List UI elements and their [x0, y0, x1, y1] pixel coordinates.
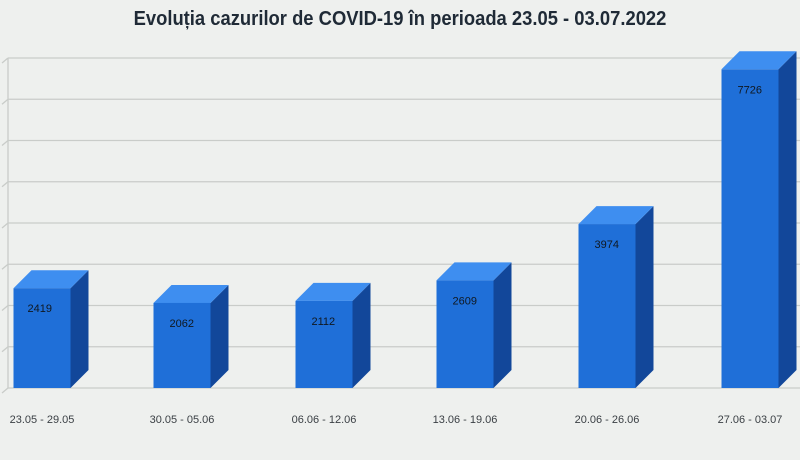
bar-top-4	[578, 206, 654, 225]
x-tick-label-5: 27.06 - 03.07	[718, 414, 783, 426]
gridline-edge-0	[1, 387, 9, 394]
bar-3	[436, 280, 494, 388]
gridline-edge-6	[1, 140, 9, 146]
data-label-5: 7726	[738, 84, 762, 96]
gridline-edge-4	[1, 222, 9, 229]
bar-top-0	[13, 270, 89, 289]
bar-2	[295, 300, 353, 388]
bar-5	[721, 69, 779, 389]
x-tick-label-4: 20.06 - 26.06	[575, 414, 640, 426]
bar-side-3	[493, 262, 512, 388]
gridline-edge-8	[1, 57, 9, 64]
gridline-edge-3	[1, 263, 9, 270]
data-label-3: 2609	[453, 295, 477, 307]
bar-side-4	[635, 206, 654, 388]
bar-top-2	[295, 282, 371, 301]
x-tick-label-3: 13.06 - 19.06	[433, 414, 498, 426]
gridline-edge-1	[1, 346, 9, 353]
bar-top-1	[153, 284, 229, 303]
data-label-1: 2062	[170, 318, 194, 330]
bar-1	[153, 302, 211, 388]
data-label-0: 2419	[28, 303, 52, 315]
data-label-2: 2112	[312, 316, 336, 328]
bar-side-1	[210, 284, 229, 388]
x-tick-label-1: 30.05 - 05.06	[150, 414, 215, 426]
gridline-edge-2	[1, 305, 9, 311]
bar-0	[13, 288, 71, 388]
chart-title: Evoluția cazurilor de COVID-19 în perioa…	[133, 8, 667, 30]
bar-side-5	[778, 51, 797, 389]
bar-4	[578, 224, 636, 388]
x-tick-label-0: 23.05 - 29.05	[10, 414, 75, 426]
x-tick-label-2: 06.06 - 12.06	[292, 414, 357, 426]
bar-side-2	[352, 282, 371, 388]
bar-side-0	[70, 270, 89, 388]
bar-top-3	[436, 262, 512, 281]
gridline-edge-7	[1, 98, 9, 105]
data-label-4: 3974	[595, 239, 619, 251]
bar-top-5	[721, 51, 797, 70]
gridline-edge-5	[1, 181, 9, 188]
